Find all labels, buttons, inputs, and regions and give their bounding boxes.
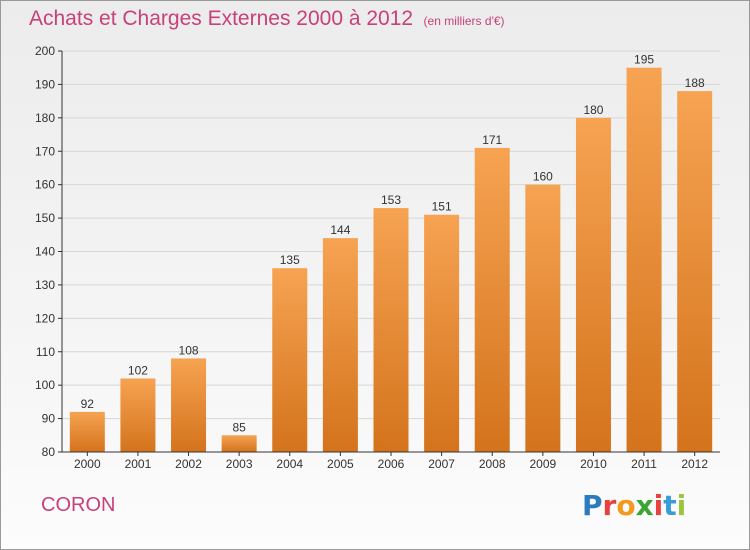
- x-tick-label: 2010: [580, 457, 607, 471]
- data-label: 188: [685, 76, 705, 90]
- y-tick-label: 180: [35, 111, 55, 125]
- proxiti-logo: Proxiti: [582, 489, 686, 522]
- y-tick-label: 120: [35, 311, 55, 325]
- data-label: 151: [432, 200, 452, 214]
- x-tick-label: 2002: [175, 457, 202, 471]
- y-tick-label: 170: [35, 144, 55, 158]
- logo-letter: t: [663, 489, 677, 522]
- y-tick-label: 160: [35, 178, 55, 192]
- y-tick-label: 80: [42, 445, 56, 459]
- y-tick-label: 110: [36, 345, 55, 359]
- data-label: 144: [330, 223, 350, 237]
- bar: [373, 208, 409, 452]
- x-tick-label: 2000: [74, 457, 101, 471]
- y-tick-label: 130: [35, 278, 55, 292]
- bar: [120, 378, 156, 452]
- bar: [474, 147, 510, 453]
- bar: [221, 435, 257, 452]
- logo-letter: x: [635, 489, 654, 522]
- axes: 80 90 100 110 120 130 140 150 160 170 180 190 200 200…: [35, 44, 720, 471]
- bar: [69, 411, 105, 452]
- data-label: 108: [179, 343, 199, 357]
- y-tick-label: 140: [35, 245, 55, 259]
- bar: [272, 268, 308, 452]
- x-tick-label: 2003: [226, 457, 253, 471]
- data-label: 195: [634, 53, 654, 67]
- x-tick-label: 2001: [125, 457, 152, 471]
- x-tick-label: 2011: [631, 457, 657, 471]
- data-label: 92: [81, 397, 95, 411]
- bar: [322, 238, 358, 452]
- x-tick-label: 2005: [327, 457, 354, 471]
- x-tick-label: 2008: [479, 457, 506, 471]
- logo-letter: o: [616, 489, 636, 522]
- data-label: 180: [583, 103, 603, 117]
- logo-letter: i: [676, 489, 687, 522]
- chart-title: Achats et Charges Externes 2000 à 2012: [29, 7, 414, 30]
- chart-unit: (en milliers d'€): [423, 14, 505, 28]
- bar: [677, 91, 713, 452]
- bars: [69, 67, 713, 453]
- data-label: 153: [381, 193, 401, 207]
- bar: [575, 117, 611, 452]
- chart-title-block: Achats et Charges Externes 2000 à 2012 (…: [29, 7, 505, 31]
- bar: [525, 184, 561, 452]
- data-label: 160: [533, 170, 553, 184]
- x-tick-label: 2007: [428, 457, 455, 471]
- bar: [171, 358, 207, 452]
- x-tick-label: 2012: [681, 457, 708, 471]
- data-label: 102: [128, 363, 148, 377]
- y-tick-label: 90: [42, 412, 56, 426]
- logo-letter: r: [602, 489, 617, 522]
- y-tick-label: 200: [35, 44, 55, 58]
- y-tick-label: 150: [35, 211, 55, 225]
- x-tick-label: 2006: [378, 457, 405, 471]
- logo-letter: i: [653, 489, 664, 522]
- commune-name: CORON: [41, 494, 116, 516]
- data-labels: 92 102 108 85 135 144 153 151 171 160 180 195 188: [81, 53, 705, 435]
- y-tick-label: 190: [35, 77, 55, 91]
- data-label: 85: [232, 420, 246, 434]
- x-tick-label: 2004: [276, 457, 303, 471]
- bar: [424, 214, 460, 452]
- data-label: 171: [482, 133, 502, 147]
- bar: [626, 67, 662, 452]
- x-tick-label: 2009: [529, 457, 556, 471]
- logo-letter: P: [582, 489, 603, 522]
- y-tick-label: 100: [35, 378, 55, 392]
- data-label: 135: [280, 253, 300, 267]
